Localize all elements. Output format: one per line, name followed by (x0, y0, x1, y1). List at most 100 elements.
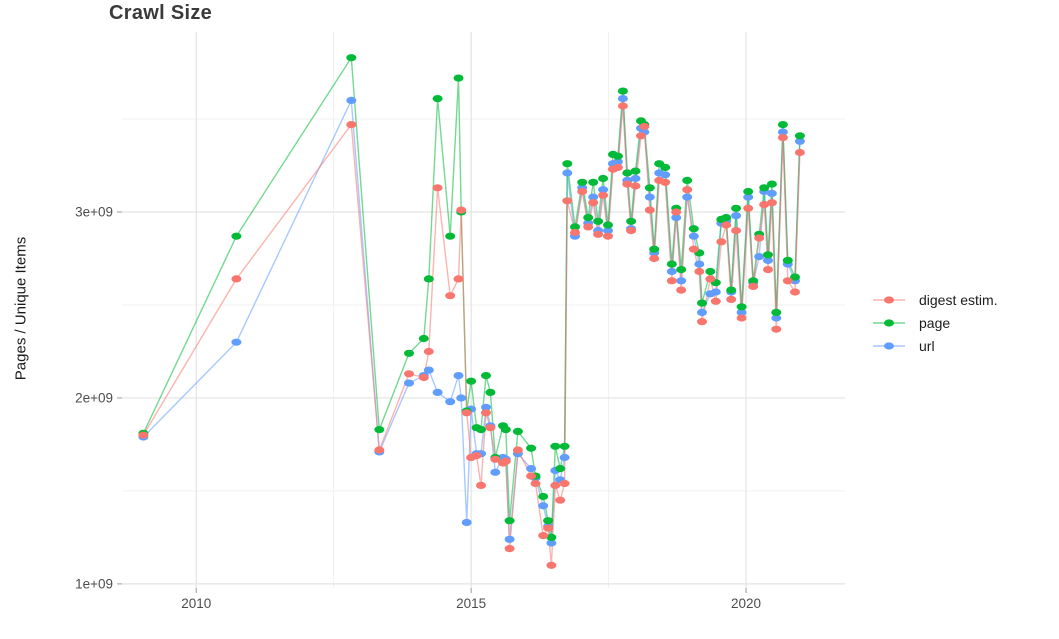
legend-label-url: url (919, 338, 935, 354)
data-point-digestestim (721, 221, 732, 229)
data-point-url (671, 214, 682, 222)
data-point-page (782, 256, 793, 264)
data-point-digestestim (763, 266, 773, 274)
data-point-url (481, 403, 491, 411)
data-point-page (731, 204, 742, 212)
data-point-digestestim (485, 424, 496, 432)
data-point-digestestim (593, 230, 604, 238)
data-point-digestestim (622, 180, 633, 188)
data-point-digestestim (766, 199, 777, 207)
legend-label-page: page (919, 315, 951, 331)
data-point-page (562, 160, 573, 168)
data-point-url (754, 253, 765, 261)
data-point-url (688, 232, 699, 240)
data-point-page (617, 87, 628, 95)
data-point-digestestim (588, 199, 599, 207)
data-point-page (432, 95, 443, 103)
data-point-page (404, 349, 414, 357)
data-point-url (546, 539, 557, 547)
data-point-digestestim (538, 532, 549, 540)
data-point-page (622, 169, 633, 177)
data-point-page (777, 121, 788, 129)
data-point-page (423, 275, 434, 283)
data-point-digestestim (453, 275, 464, 283)
data-point-digestestim (577, 187, 588, 196)
data-point-url (423, 366, 434, 374)
data-point-url (731, 212, 742, 220)
data-point-url (736, 308, 747, 316)
data-point-url (404, 379, 414, 387)
data-point-digestestim (782, 277, 793, 285)
data-point-url (660, 171, 671, 179)
data-point-url (694, 260, 705, 268)
data-point-page (476, 426, 486, 434)
data-point-page (644, 184, 655, 192)
data-point-digestestim (546, 561, 557, 569)
data-point-url (666, 267, 677, 276)
data-point-digestestim (562, 197, 573, 205)
data-point-url (697, 308, 707, 316)
data-point-page (546, 533, 557, 542)
data-point-page (705, 267, 716, 276)
data-point-page (570, 223, 580, 231)
legend-item-url: url (872, 337, 998, 355)
data-point-page (763, 251, 773, 259)
data-point-digestestim (705, 275, 716, 283)
data-point-digestestim (731, 227, 742, 235)
data-point-url (676, 277, 687, 285)
data-point-page (500, 426, 511, 434)
data-point-digestestim (555, 496, 566, 504)
x-tick-label: 2010 (181, 596, 211, 611)
data-point-page (512, 427, 523, 435)
data-point-page (736, 303, 747, 311)
chart-title: Crawl Size (109, 2, 213, 24)
data-point-page (771, 308, 782, 316)
y-tick-label: 1e+09 (75, 576, 113, 591)
legend: digest estim. page url (872, 291, 998, 355)
data-point-page (726, 286, 737, 294)
data-point-digestestim (559, 479, 570, 488)
data-point-url (432, 388, 443, 396)
data-point-digestestim (500, 457, 511, 465)
data-point-digestestim (418, 373, 429, 382)
x-tick-label: 2020 (731, 596, 761, 611)
data-point-page (526, 444, 537, 452)
data-point-page (577, 178, 588, 186)
data-point-digestestim (682, 186, 693, 194)
data-point-url (644, 193, 655, 201)
data-point-url (598, 186, 609, 194)
data-point-digestestim (504, 545, 515, 553)
data-point-page (466, 377, 477, 385)
data-point-digestestim (374, 446, 385, 454)
data-point-digestestim (748, 282, 759, 290)
data-point-url (612, 158, 623, 166)
data-point-digestestim (754, 234, 765, 242)
data-point-page (418, 334, 429, 343)
data-point-page (697, 299, 707, 307)
data-point-page (743, 187, 754, 196)
data-point-page (588, 178, 599, 186)
data-point-page (630, 167, 641, 175)
data-point-digestestim (790, 288, 800, 296)
data-point-page (688, 225, 699, 233)
data-point-digestestim (736, 314, 747, 322)
legend-key-page-icon (873, 319, 905, 327)
data-point-url (763, 256, 773, 264)
data-point-url (682, 193, 693, 201)
data-point-digestestim (710, 297, 721, 305)
legend-item-digest-estim: digest estim. (872, 291, 998, 309)
y-tick-label: 3e+09 (75, 205, 113, 220)
data-point-digestestim (759, 201, 770, 209)
data-point-digestestim (598, 191, 609, 199)
legend-label-digest-estim: digest estim. (919, 292, 998, 308)
data-point-page (445, 232, 456, 240)
data-point-digestestim (639, 122, 650, 131)
data-point-digestestim (676, 286, 687, 294)
data-point-digestestim (649, 254, 660, 263)
data-point-page (766, 180, 777, 188)
data-point-digestestim (626, 227, 637, 235)
data-point-page (481, 372, 491, 380)
data-point-url (456, 394, 467, 402)
data-point-digestestim (456, 206, 467, 214)
